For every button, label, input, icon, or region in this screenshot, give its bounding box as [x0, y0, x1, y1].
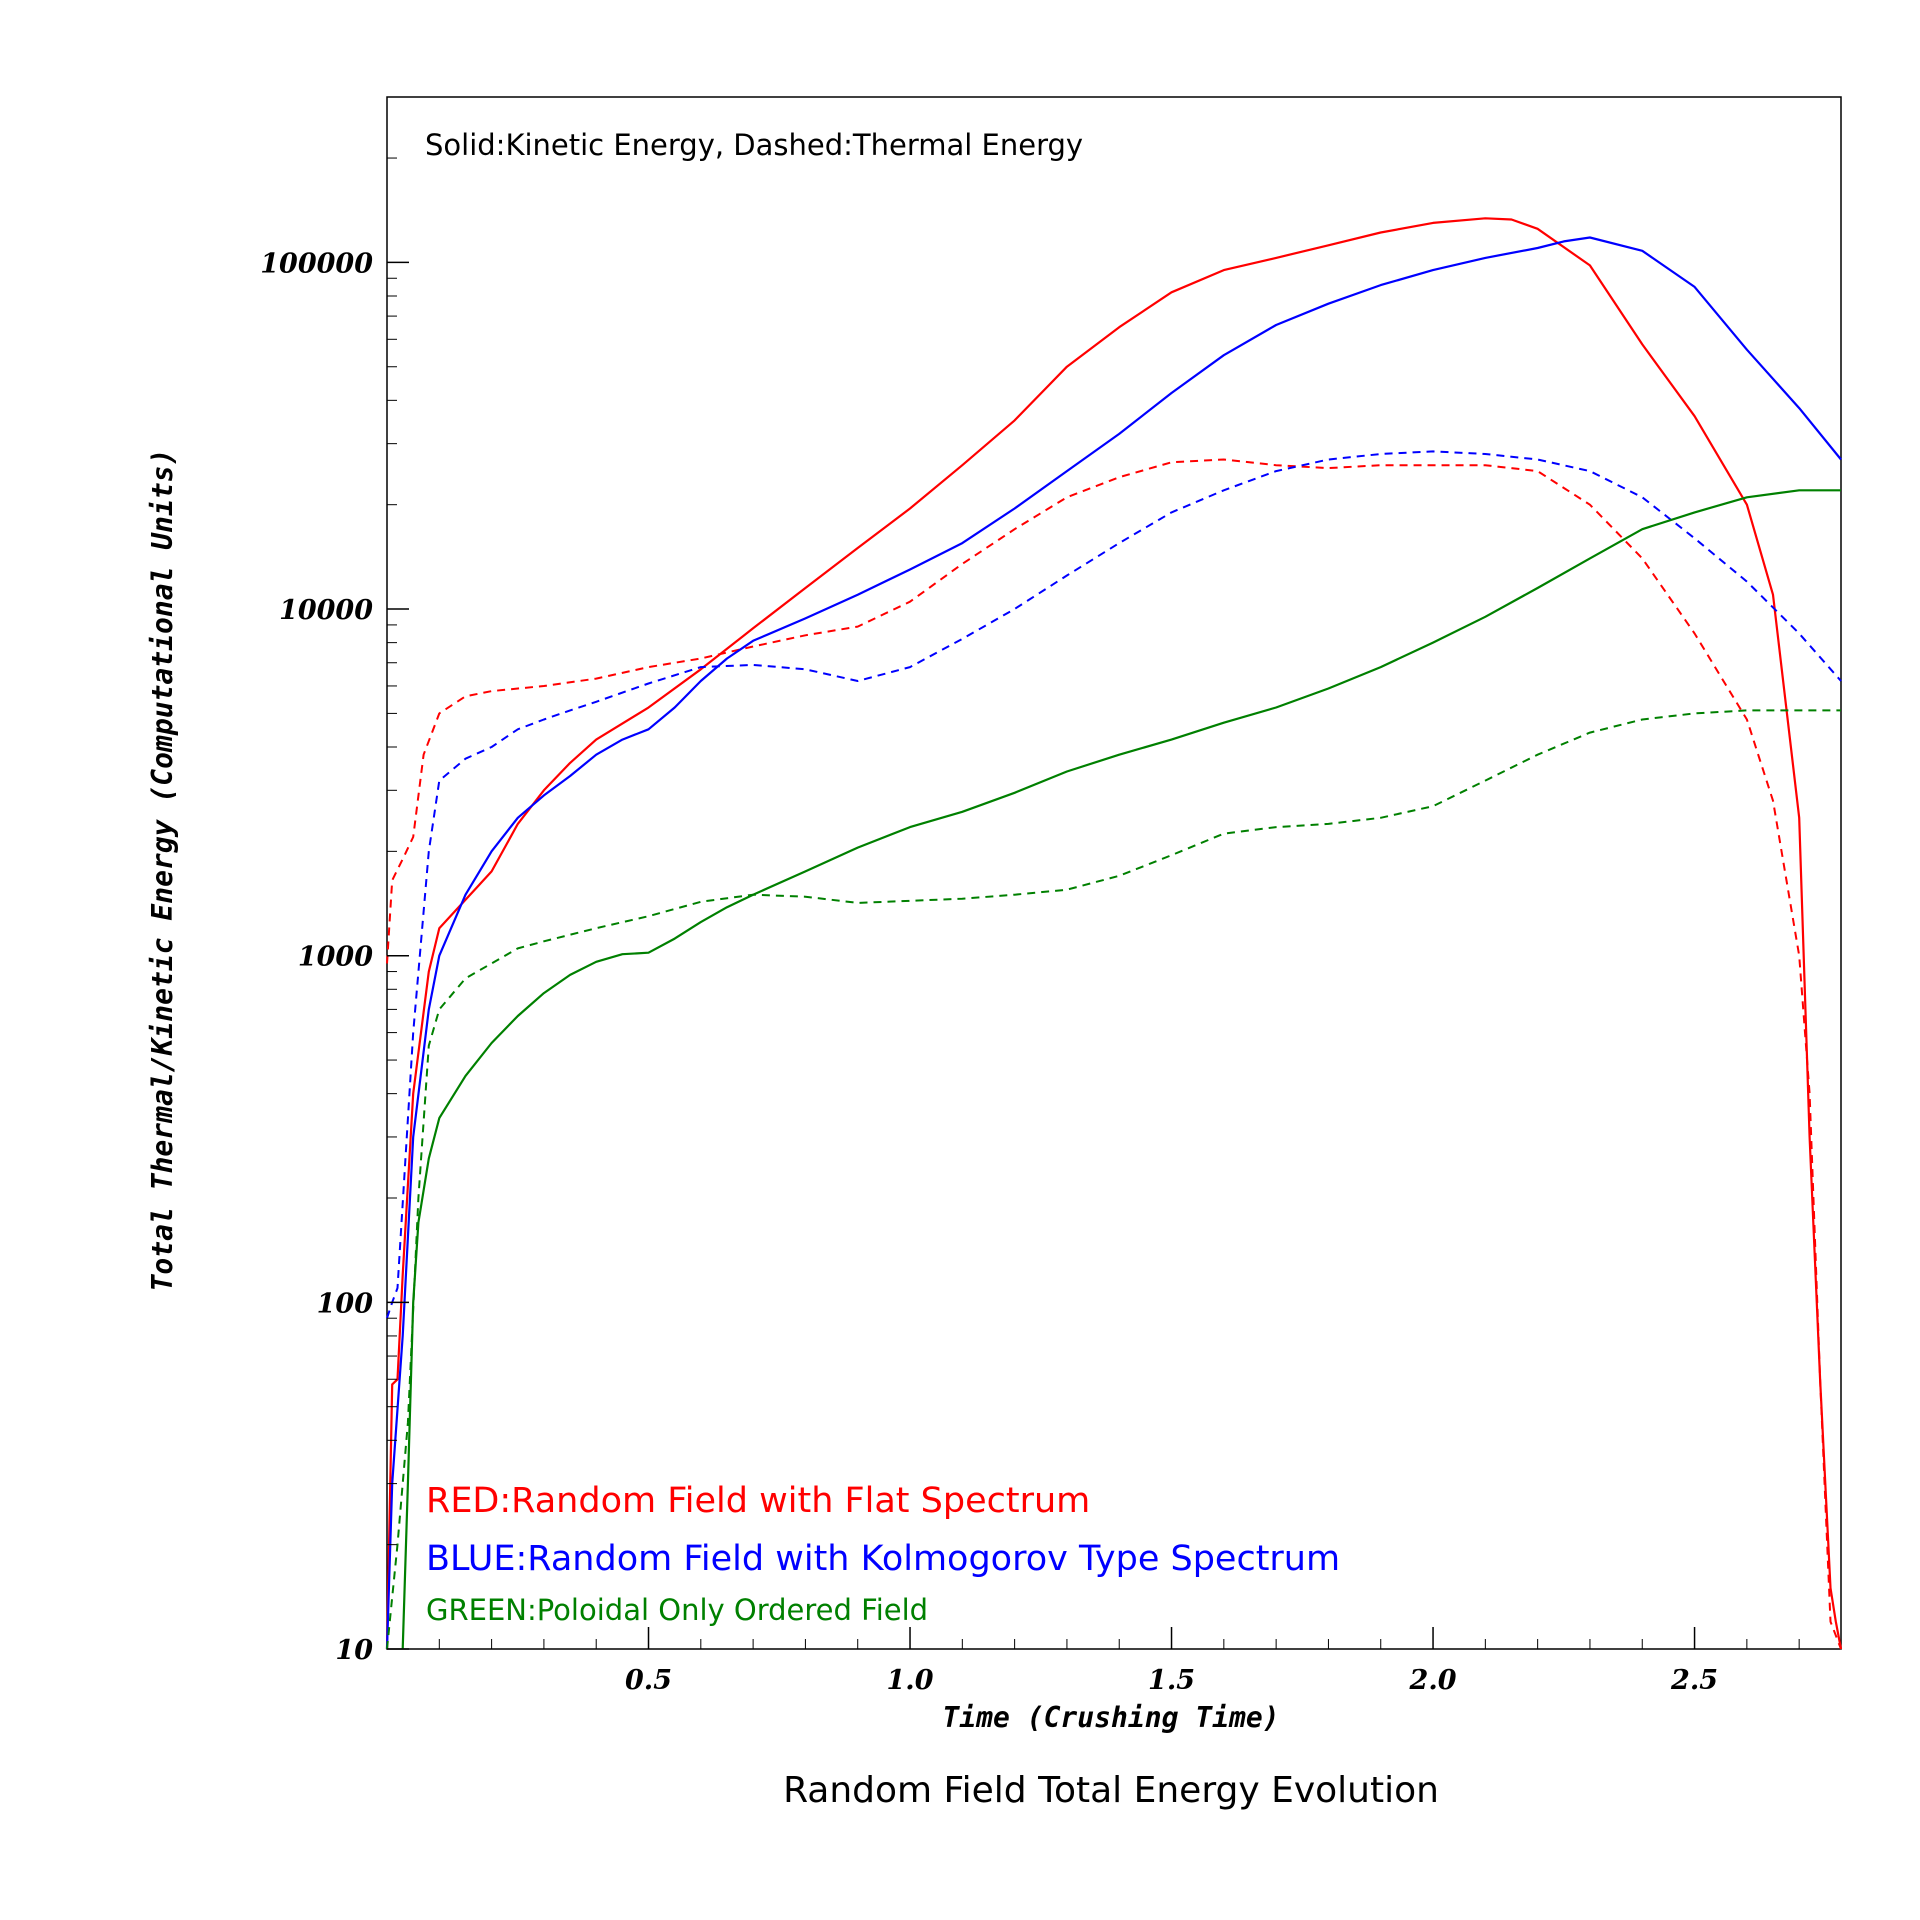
legend-blue: BLUE:Random Field with Kolmogorov Type S…: [426, 1539, 1340, 1579]
series-blue-solid-line: [385, 236, 1842, 1650]
y-axis-title: Total Thermal/Kinetic Energy (Computatio…: [146, 449, 179, 1292]
series-green-solid-line: [401, 489, 1841, 1650]
style-note: Solid:Kinetic Energy, Dashed:Thermal Ene…: [425, 128, 1083, 162]
legend-red: RED:Random Field with Flat Spectrum: [426, 1481, 1090, 1521]
x-tick-label: 2.5: [1670, 1665, 1718, 1696]
y-tick-label: 10000: [279, 595, 373, 626]
series-red-solid-line: [385, 217, 1843, 1650]
plot-frame: [386, 96, 1842, 1650]
y-tick-label: 1000: [298, 942, 373, 973]
x-axis-title: Time (Crushing Time): [942, 1701, 1279, 1734]
series-green-dashed-line: [386, 709, 1841, 1650]
y-axis-ticks: 10 100 1000 10000 100000: [260, 96, 409, 1666]
x-tick-label: 1.0: [887, 1665, 934, 1696]
series-red-dashed-line: [386, 458, 1842, 1650]
x-tick-label: 1.5: [1148, 1665, 1195, 1696]
y-tick-label: 10: [335, 1635, 373, 1666]
y-tick-label: 100000: [260, 248, 373, 279]
x-tick-label: 0.5: [625, 1665, 672, 1696]
series-blue-dashed-line: [386, 450, 1842, 1319]
x-axis-ticks: 0.5 1.0 1.5 2.0 2.5: [438, 1627, 1800, 1696]
x-tick-label: 2.0: [1409, 1665, 1457, 1696]
legend-green: GREEN:Poloidal Only Ordered Field: [426, 1593, 928, 1627]
chart-title: Random Field Total Energy Evolution: [783, 1770, 1439, 1811]
series-layer: [385, 217, 1843, 1650]
y-tick-label: 100: [317, 1288, 374, 1319]
